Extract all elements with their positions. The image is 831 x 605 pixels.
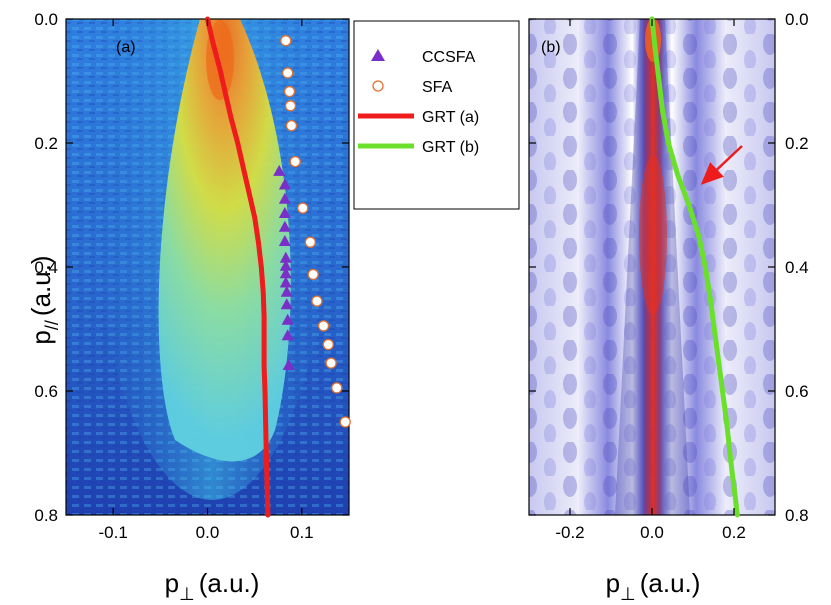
legend-label-grt-a: GRT (a) <box>422 109 479 126</box>
y-tick-label-b: 0.6 <box>785 382 809 401</box>
data-point-ccsfa <box>273 164 286 176</box>
x-tick-label-b: -0.2 <box>555 523 584 542</box>
data-point-sfa <box>284 100 297 112</box>
legend-entry-grt-b: GRT (b) <box>358 139 479 156</box>
y-axis-title-unit: (a.u.) <box>26 255 56 316</box>
data-point-sfa <box>311 295 323 307</box>
legend: CCSFA SFA GRT (a) GRT (b) <box>353 20 520 210</box>
data-point-ccsfa <box>279 251 292 263</box>
data-point-ccsfa <box>278 207 291 219</box>
data-point-sfa <box>285 119 298 132</box>
y-axis-title-sub: // <box>42 320 62 330</box>
y-tick-label-a: 0.6 <box>34 382 58 401</box>
panel-b-heatmap <box>529 19 775 515</box>
legend-open-circle-icon <box>372 80 384 92</box>
x-tick-label-a: -0.1 <box>99 523 128 542</box>
series-line-grt-a <box>205 16 271 518</box>
legend-entry-grt-a: GRT (a) <box>358 109 479 126</box>
panel-b-marks <box>649 16 740 518</box>
legend-triangle-icon <box>371 49 385 61</box>
data-point-sfa <box>289 155 301 168</box>
data-point-ccsfa <box>278 192 291 204</box>
y-tick-label-b: 0.8 <box>785 506 809 525</box>
data-point-ccsfa <box>279 276 292 288</box>
x-axis-title-b: p⊥ (a.u.) <box>606 568 701 604</box>
data-point-ccsfa <box>279 259 292 271</box>
x-axis-title-a-unit: (a.u.) <box>199 568 260 598</box>
legend-entry-ccsfa: CCSFA <box>371 49 476 66</box>
y-tick-label-a: 0.2 <box>34 134 58 153</box>
data-point-sfa <box>322 338 334 351</box>
legend-label-grt-b: GRT (b) <box>422 139 479 156</box>
y-tick-label-b: 0.2 <box>785 134 809 153</box>
x-tick-label-a: 0.1 <box>290 523 314 542</box>
panel-b-ticks: -0.2 0.0 0.2 0.0 0.2 0.4 0.6 0.8 <box>529 10 809 542</box>
x-axis-title-a-sub: ⊥ <box>179 584 195 604</box>
data-point-ccsfa <box>278 220 291 232</box>
data-point-sfa <box>307 268 319 281</box>
legend-label-sfa: SFA <box>422 79 453 96</box>
svg-text:p⊥(a.u.): p⊥ (a.u.) <box>606 568 701 604</box>
data-point-sfa <box>331 382 343 394</box>
y-tick-label-b: 0.4 <box>785 258 809 277</box>
panel-a-label: (a) <box>116 39 136 56</box>
data-point-sfa <box>325 357 337 369</box>
y-tick-label-b: 0.0 <box>785 10 809 29</box>
x-axis-title-b-sub: ⊥ <box>620 584 636 604</box>
panel-b-label: (b) <box>541 39 561 56</box>
y-axis-title: p// (a.u.) <box>26 255 62 344</box>
x-tick-label-b: 0.0 <box>640 523 664 542</box>
panel-a-heatmap <box>66 19 349 515</box>
panel-b-annotation-arrow <box>700 145 743 185</box>
y-tick-label-a: 0.4 <box>34 258 58 277</box>
panel-a-ticks: -0.1 0.0 0.1 0.0 0.2 0.4 0.6 0.8 <box>34 10 349 542</box>
svg-text:p⊥(a.u.): p⊥ (a.u.) <box>165 568 260 604</box>
data-point-ccsfa <box>280 285 293 297</box>
x-axis-title-b-unit: (a.u.) <box>640 568 701 598</box>
panel-a-marks <box>205 16 351 518</box>
data-point-ccsfa <box>281 313 294 325</box>
data-point-ccsfa <box>280 298 293 310</box>
x-axis-title-b-main: p <box>606 568 620 598</box>
data-point-sfa <box>282 67 294 79</box>
x-axis-title-a-main: p <box>165 568 179 598</box>
y-axis-title-main: p <box>26 330 56 344</box>
data-point-sfa <box>280 35 292 47</box>
legend-label-ccsfa: CCSFA <box>422 49 476 66</box>
data-point-sfa <box>297 202 309 214</box>
legend-entry-sfa: SFA <box>372 79 453 96</box>
series-line-grt-b <box>649 16 740 518</box>
y-tick-label-a: 0.8 <box>34 506 58 525</box>
data-point-sfa <box>304 236 316 248</box>
data-point-ccsfa <box>281 329 294 341</box>
y-tick-label-a: 0.0 <box>34 10 58 29</box>
data-point-sfa <box>317 320 330 332</box>
x-tick-label-a: 0.0 <box>196 523 220 542</box>
x-axis-title-a: p⊥ (a.u.) <box>165 568 260 604</box>
data-point-sfa <box>339 416 351 428</box>
x-tick-label-b: 0.2 <box>722 523 746 542</box>
data-point-ccsfa <box>279 267 292 279</box>
data-point-ccsfa <box>278 234 291 246</box>
data-point-ccsfa <box>282 358 295 370</box>
svg-text:p//(a.u.): p// (a.u.) <box>26 255 62 344</box>
data-point-sfa <box>283 85 296 98</box>
data-point-ccsfa <box>278 178 291 190</box>
